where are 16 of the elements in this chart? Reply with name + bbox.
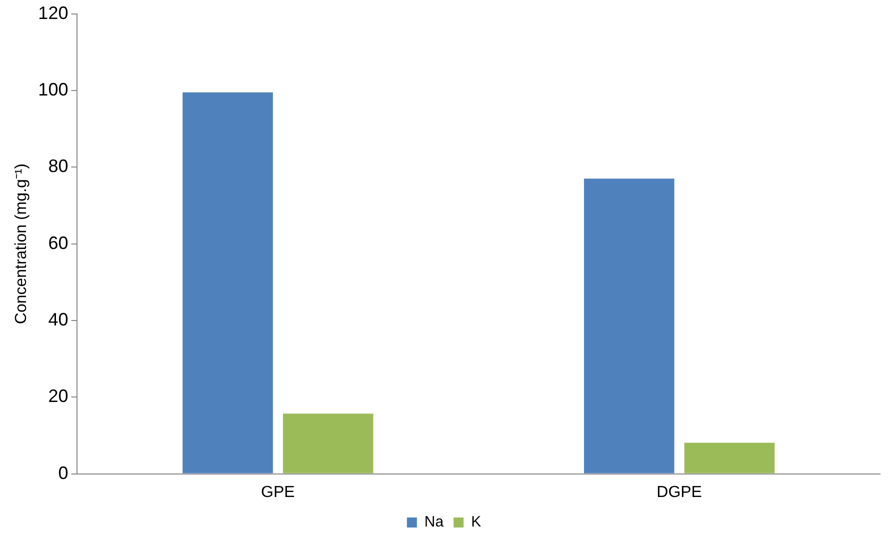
y-tick-label: 40 bbox=[48, 309, 68, 330]
y-axis-title: Concentration (mg.g⁻¹) bbox=[13, 163, 30, 324]
bar bbox=[684, 442, 775, 474]
y-tick-label: 0 bbox=[58, 462, 68, 483]
x-tick-label: GPE bbox=[261, 484, 295, 501]
y-tick-label: 20 bbox=[48, 386, 68, 406]
y-tick-label: 80 bbox=[48, 156, 68, 176]
legend-label: K bbox=[471, 514, 482, 531]
legend-label: Na bbox=[424, 514, 444, 531]
x-tick-label: DGPE bbox=[656, 484, 702, 501]
y-tick-label: 60 bbox=[48, 232, 68, 253]
bar bbox=[282, 414, 374, 474]
y-tick-label: 100 bbox=[38, 79, 68, 100]
bar bbox=[584, 178, 674, 474]
bar bbox=[182, 92, 273, 474]
y-tick-label: 120 bbox=[38, 2, 68, 23]
